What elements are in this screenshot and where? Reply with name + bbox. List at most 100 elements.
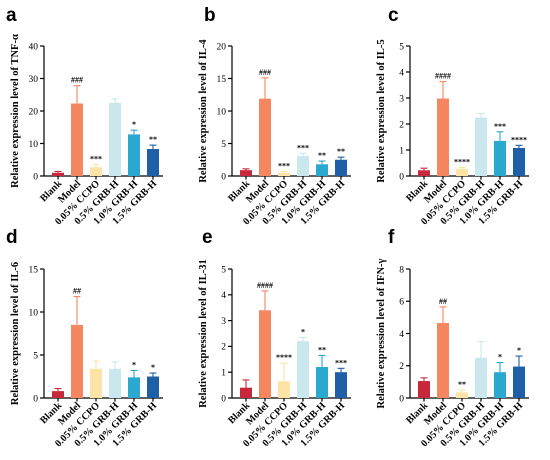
y-tick-label: 6: [399, 298, 404, 308]
y-axis-label: Relative expression level of IL-31: [198, 259, 209, 408]
bar-5: [494, 372, 506, 398]
bar-3: [278, 172, 290, 176]
bar-6: [513, 366, 525, 398]
y-tick-label: 0: [399, 394, 404, 404]
significance-marker: ##: [439, 297, 447, 306]
bar-5: [128, 134, 140, 176]
y-tick-label: 0: [33, 394, 38, 404]
y-tick-label: 30: [29, 75, 39, 85]
y-tick-label: 0: [221, 172, 226, 182]
y-tick-label: 5: [33, 351, 38, 361]
y-tick-label: 0: [33, 172, 38, 182]
bar-5: [494, 140, 506, 176]
significance-marker: ###: [259, 68, 271, 77]
panel-e: e Relative expression level of IL-31 0 1 2 3 4…: [198, 227, 351, 449]
y-tick-label: 2: [221, 343, 226, 353]
significance-marker: ****: [511, 135, 527, 144]
significance-marker: **: [318, 345, 326, 354]
significance-marker: ****: [454, 157, 470, 166]
bar-6: [147, 149, 159, 176]
panel-letter: e: [202, 227, 213, 248]
bar-4: [297, 341, 309, 398]
panel-letter: b: [204, 5, 216, 26]
significance-marker: *: [517, 346, 521, 355]
significance-marker: ####: [257, 281, 273, 290]
y-tick-label: 4: [221, 291, 226, 301]
significance-marker: ***: [297, 143, 309, 152]
bar-2: [259, 310, 271, 398]
y-tick-label: 10: [29, 140, 39, 150]
bar-3: [456, 392, 468, 398]
significance-marker: *: [151, 363, 155, 372]
y-tick-label: 10: [217, 107, 227, 117]
panel-letter: c: [388, 5, 399, 26]
significance-marker: ***: [90, 155, 102, 164]
y-axis-label: Relative expression level of IFN-γ: [376, 258, 387, 408]
y-tick-label: 1: [399, 146, 404, 156]
significance-marker: ##: [73, 287, 81, 296]
bar-3: [456, 168, 468, 176]
bar-4: [297, 155, 309, 176]
significance-marker: **: [149, 135, 157, 144]
y-tick-label: 5: [399, 42, 404, 52]
bar-5: [128, 377, 140, 398]
bar-6: [513, 147, 525, 176]
significance-marker: ***: [335, 358, 347, 367]
bar-1: [418, 170, 430, 176]
bar-3: [278, 381, 290, 398]
y-tick-label: 15: [29, 265, 39, 275]
significance-marker: ***: [278, 161, 290, 170]
y-tick-label: 8: [399, 265, 404, 275]
significance-marker: ###: [71, 76, 83, 85]
y-tick-label: 2: [399, 120, 404, 130]
y-axis-label: Relative expression level of IL-6: [10, 262, 21, 405]
significance-marker: *: [132, 360, 136, 369]
panel-d: d Relative expression level of IL-6 0 5 10 15…: [6, 227, 163, 449]
significance-marker: ***: [494, 122, 506, 131]
y-tick-label: 20: [217, 42, 227, 52]
significance-marker: *: [498, 353, 502, 362]
bar-1: [418, 381, 430, 398]
y-tick-label: 0: [221, 394, 226, 404]
y-tick-label: 5: [221, 265, 226, 275]
bar-2: [437, 323, 449, 398]
bar-2: [259, 98, 271, 176]
bar-6: [335, 159, 347, 176]
bar-5: [316, 367, 328, 398]
significance-marker: **: [458, 380, 466, 389]
bar-1: [240, 387, 252, 398]
bar-2: [437, 98, 449, 176]
bar-1: [52, 391, 64, 398]
significance-marker: ****: [276, 353, 292, 362]
y-tick-label: 2: [399, 362, 404, 372]
bar-2: [71, 324, 83, 398]
y-tick-label: 3: [221, 317, 226, 327]
bar-1: [240, 170, 252, 176]
panel-letter: d: [6, 227, 18, 248]
bar-4: [475, 357, 487, 398]
significance-marker: ####: [435, 72, 451, 81]
y-tick-label: 4: [399, 68, 404, 78]
panel-c: c Relative expression level of IL-5 0 1 2 3 4 5…: [376, 5, 529, 227]
panel-letter: a: [6, 5, 17, 26]
significance-marker: **: [318, 151, 326, 160]
bar-6: [147, 376, 159, 398]
bar-3: [90, 167, 102, 176]
y-axis-label: Relative expression level of TNF-α: [10, 34, 21, 188]
bar-5: [316, 164, 328, 176]
panel-letter: f: [388, 227, 395, 248]
bar-4: [109, 368, 121, 398]
y-tick-label: 20: [29, 107, 39, 117]
bar-4: [109, 102, 121, 176]
y-tick-label: 5: [221, 140, 226, 150]
bar-6: [335, 372, 347, 398]
y-tick-label: 10: [29, 308, 39, 318]
y-axis-label: Relative expression level of IL-5: [376, 39, 387, 182]
significance-marker: *: [132, 120, 136, 129]
y-tick-label: 4: [399, 330, 404, 340]
bar-3: [90, 368, 102, 398]
y-tick-label: 1: [221, 369, 226, 379]
y-tick-label: 3: [399, 94, 404, 104]
